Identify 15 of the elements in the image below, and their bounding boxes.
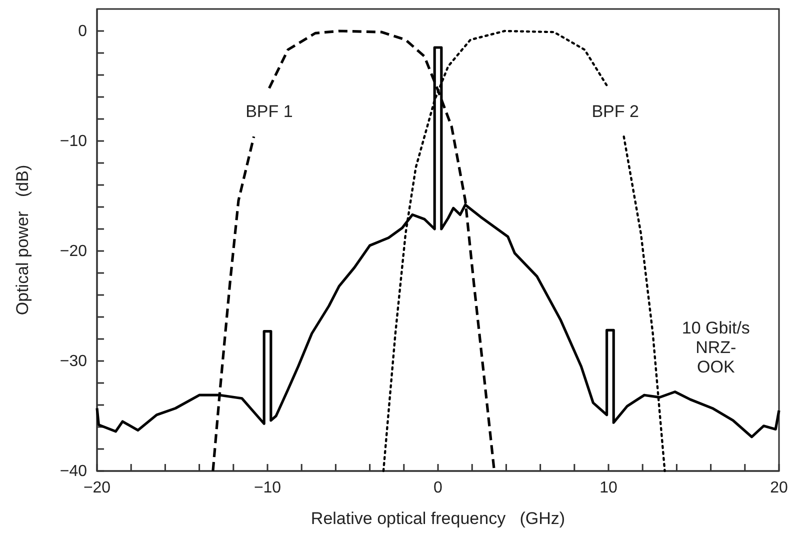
y-tick-label: −40 [60,463,88,480]
y-tick-label: −20 [60,243,88,260]
series-label: 10 Gbit/s NRZ-OOK [682,318,750,377]
y-tick-label: 0 [78,23,88,40]
x-tick-label: −10 [254,479,282,496]
x-tick-label: 0 [434,479,443,496]
x-tick-label: 10 [600,479,618,496]
y-tick-label: −10 [60,133,88,150]
series-label: BPF 1 [246,102,293,121]
series-label: BPF 2 [592,102,639,121]
x-tick-label: 20 [770,479,788,496]
x-axis-title: Relative optical frequency (GHz) [310,509,566,528]
y-tick-label: −30 [60,353,88,370]
x-tick-label: −20 [83,479,111,496]
y-axis-title: Optical power (dB) [13,164,32,316]
